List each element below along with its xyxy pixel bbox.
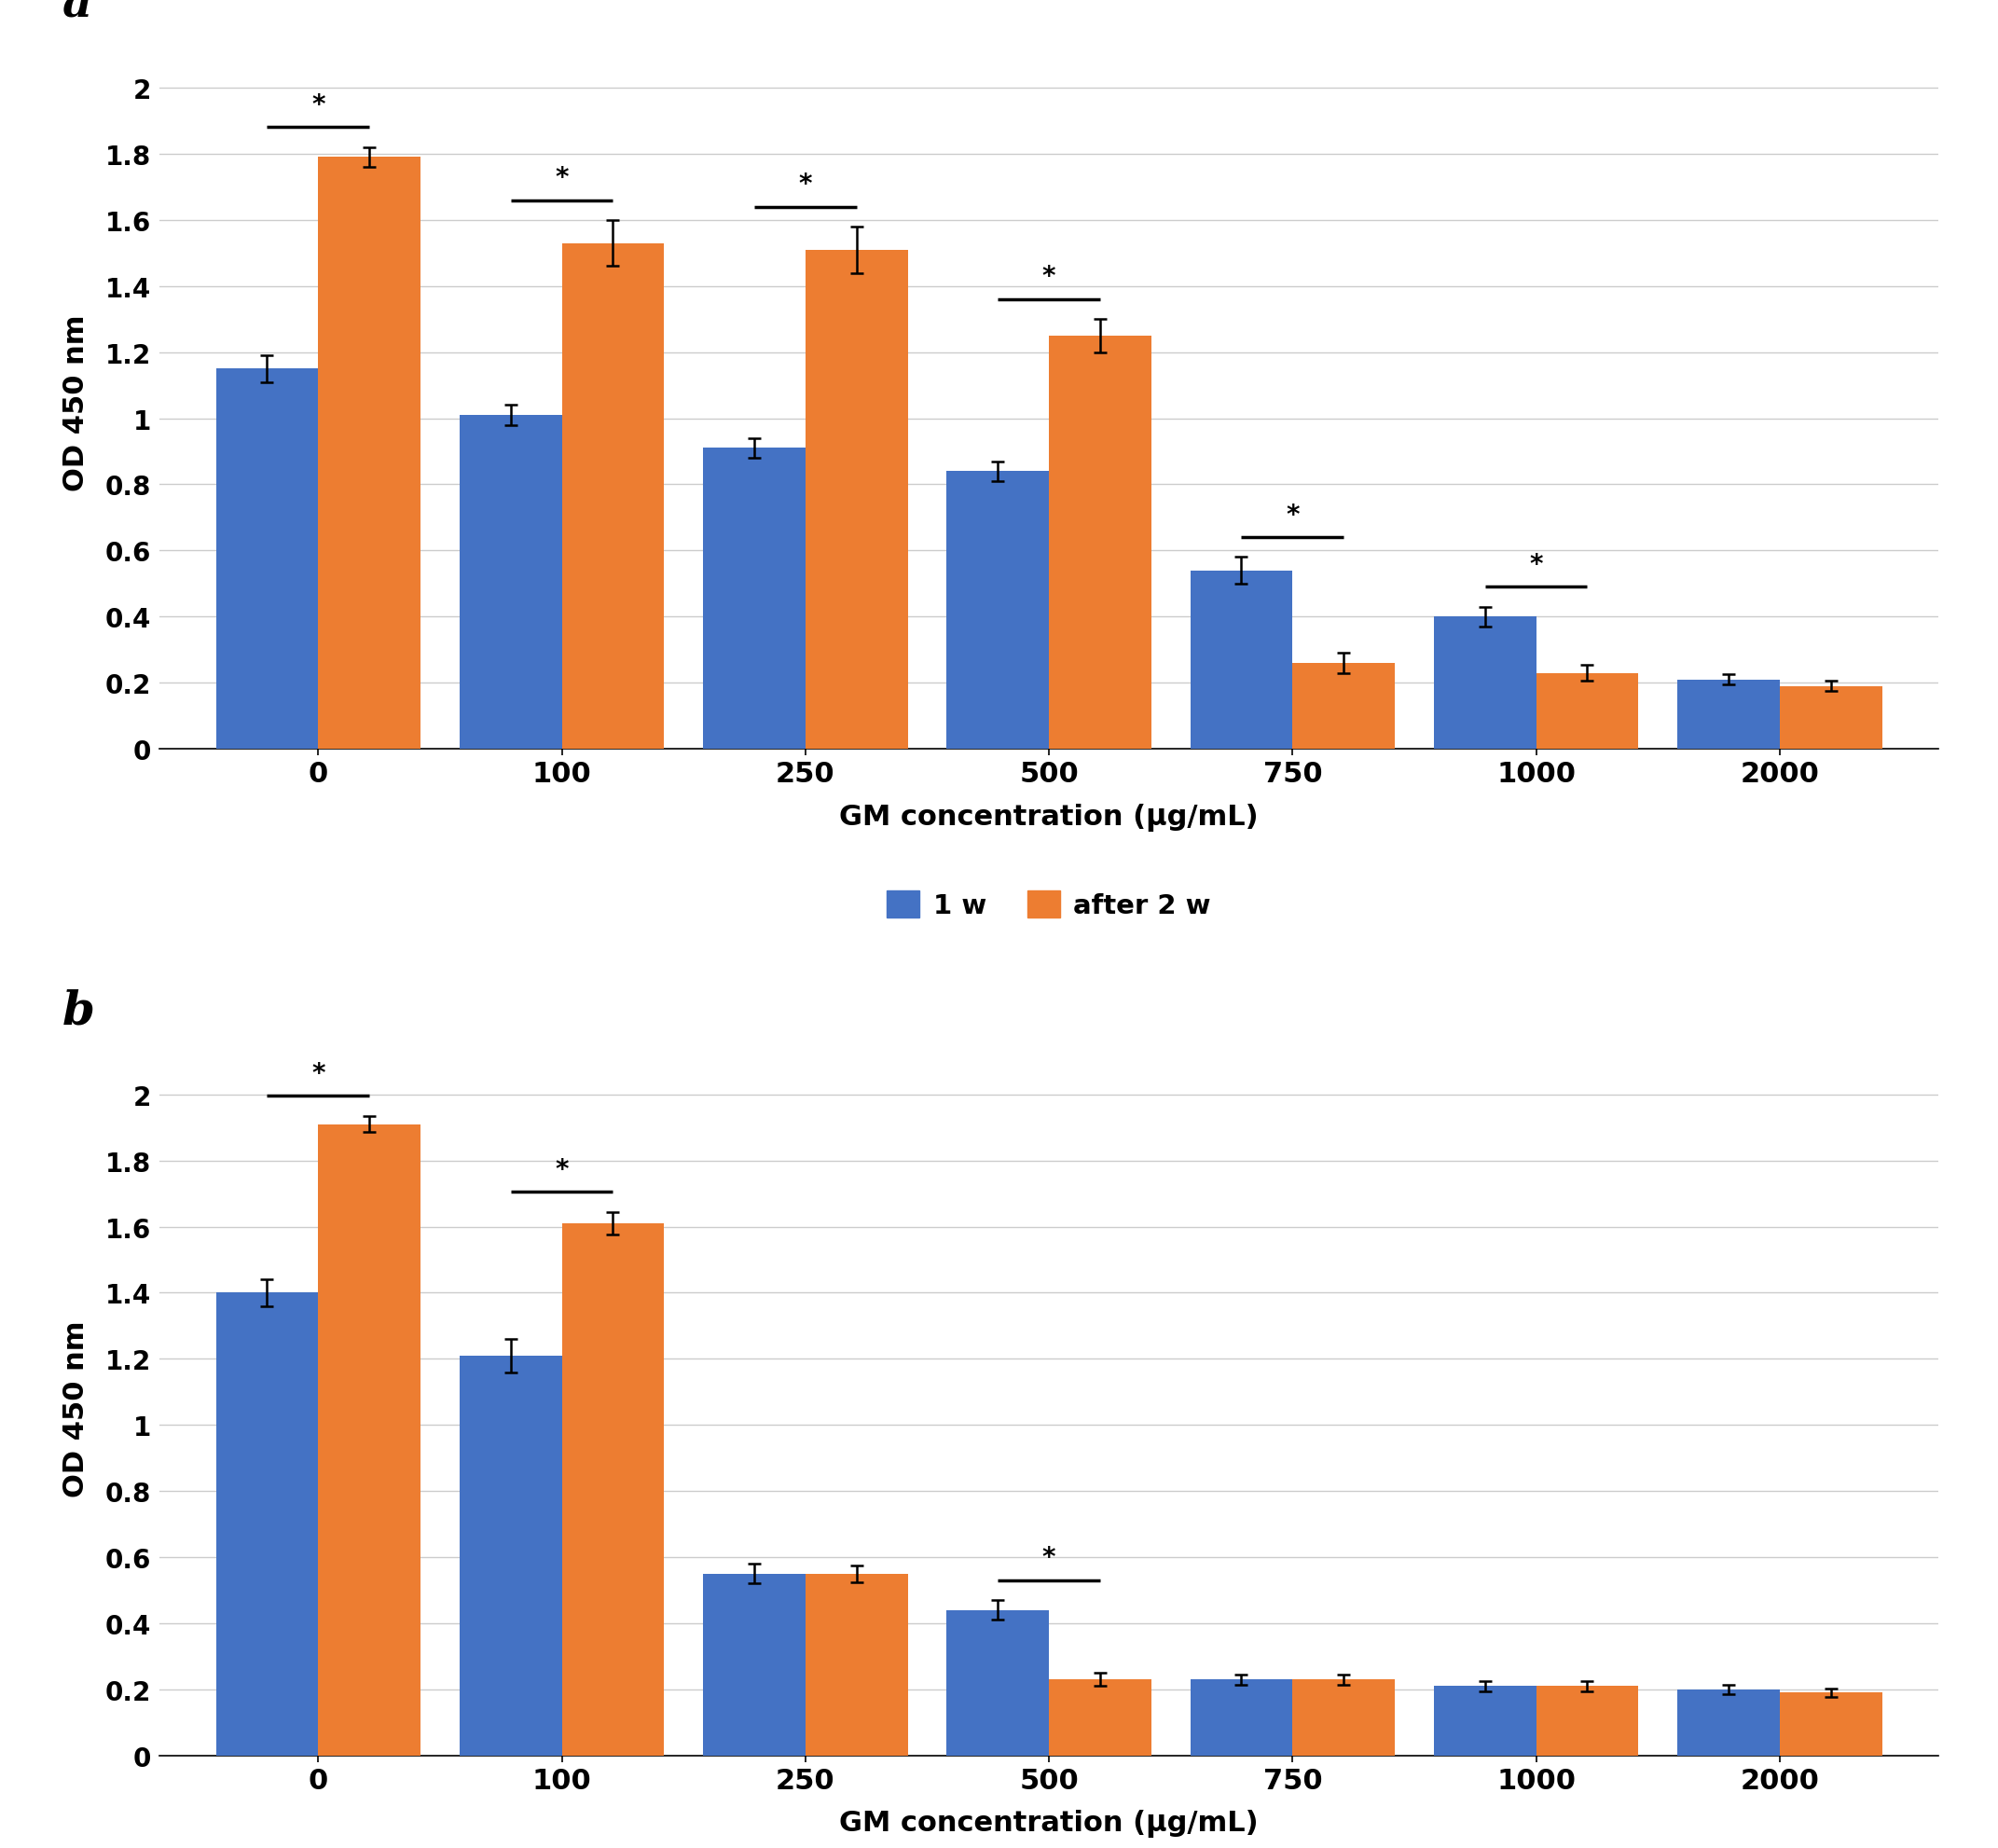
Text: *: * <box>555 1157 569 1183</box>
Text: *: * <box>1528 551 1542 578</box>
Bar <box>1293 663 1395 750</box>
X-axis label: GM concentration (μg/mL): GM concentration (μg/mL) <box>839 1809 1259 1837</box>
Bar <box>1435 1685 1536 1756</box>
Bar <box>216 1294 318 1756</box>
Text: *: * <box>1043 1545 1055 1571</box>
Legend: 1 w, after 2 w: 1 w, after 2 w <box>875 880 1223 930</box>
Bar <box>1780 687 1882 750</box>
Bar <box>1049 336 1151 750</box>
Bar <box>1536 673 1638 750</box>
Bar <box>318 157 420 750</box>
Text: *: * <box>555 164 569 190</box>
Y-axis label: OD 450 nm: OD 450 nm <box>62 314 90 492</box>
Text: b: b <box>62 989 94 1033</box>
Text: *: * <box>1043 264 1055 290</box>
Bar <box>1049 1680 1151 1756</box>
Bar <box>947 1610 1049 1756</box>
Bar <box>1293 1680 1395 1756</box>
Bar <box>805 251 907 750</box>
Bar <box>1191 1680 1293 1756</box>
Bar <box>805 1574 907 1756</box>
Y-axis label: OD 450 nm: OD 450 nm <box>62 1319 90 1497</box>
Bar <box>561 1223 663 1756</box>
Bar <box>1678 680 1780 750</box>
Bar <box>1536 1685 1638 1756</box>
Bar <box>561 244 663 750</box>
Bar <box>1435 617 1536 750</box>
Bar <box>947 471 1049 750</box>
Text: *: * <box>799 172 811 198</box>
Bar <box>318 1124 420 1756</box>
Text: *: * <box>312 92 326 118</box>
Bar <box>1678 1689 1780 1756</box>
Bar <box>1191 571 1293 750</box>
Text: *: * <box>312 1061 326 1087</box>
Bar <box>460 1356 561 1756</box>
Bar <box>1780 1693 1882 1756</box>
X-axis label: GM concentration (μg/mL): GM concentration (μg/mL) <box>839 802 1259 832</box>
Bar <box>703 449 805 750</box>
Bar <box>460 416 561 750</box>
Bar <box>216 370 318 750</box>
Text: a: a <box>62 0 92 28</box>
Bar <box>703 1574 805 1756</box>
Text: *: * <box>1287 503 1299 529</box>
